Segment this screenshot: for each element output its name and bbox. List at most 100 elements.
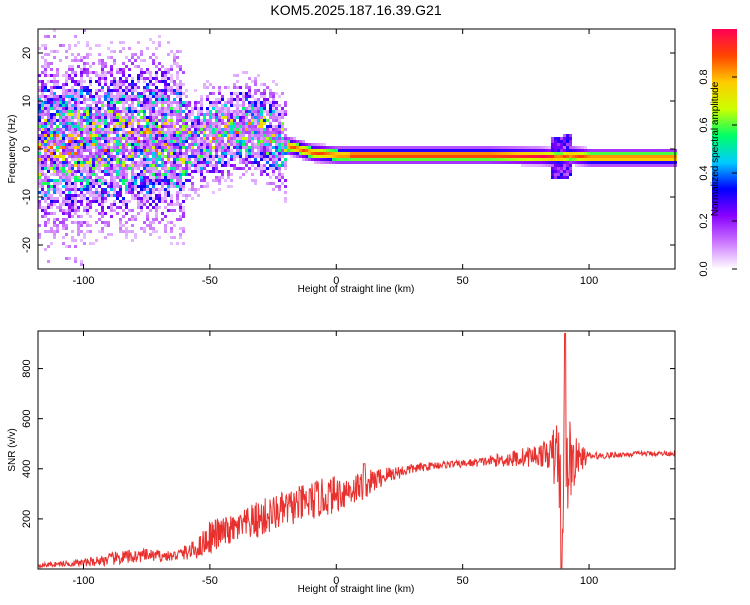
spectrogram-cell bbox=[278, 110, 281, 113]
spectrogram-cell bbox=[98, 77, 101, 80]
spectrogram-cell bbox=[149, 176, 152, 179]
spectrogram-cell bbox=[452, 158, 455, 161]
spectrogram-cell bbox=[86, 203, 89, 206]
spectrogram-cell bbox=[209, 104, 212, 107]
spectrogram-cell bbox=[470, 146, 473, 149]
spectrogram-cell bbox=[239, 134, 242, 137]
spectrogram-cell bbox=[164, 161, 167, 164]
spectrogram-cell bbox=[140, 116, 143, 119]
spectrogram-cell bbox=[116, 68, 119, 71]
spectrogram-cell bbox=[428, 146, 431, 149]
spectrogram-cell bbox=[242, 95, 245, 98]
spectrogram-cell bbox=[56, 50, 59, 53]
spectrogram-cell bbox=[44, 215, 47, 218]
spectrogram-cell bbox=[314, 155, 317, 158]
spectrogram-cell bbox=[188, 155, 191, 158]
spectrogram-cell bbox=[53, 104, 56, 107]
spectrogram-cell bbox=[131, 173, 134, 176]
spectrogram-cell bbox=[179, 80, 182, 83]
spectrogram-cell bbox=[434, 146, 437, 149]
spectrogram-cell bbox=[200, 137, 203, 140]
spectrogram-cell bbox=[671, 152, 674, 155]
spectrogram-cell bbox=[185, 158, 188, 161]
spectrogram-cell bbox=[104, 161, 107, 164]
spectrogram-cell bbox=[377, 146, 380, 149]
spectrogram-cell bbox=[92, 158, 95, 161]
spectrogram-cell bbox=[323, 158, 326, 161]
spectrogram-cell bbox=[68, 176, 71, 179]
spectrogram-cell bbox=[80, 140, 83, 143]
spectrogram-cell bbox=[335, 155, 338, 158]
spectrogram-cell bbox=[143, 86, 146, 89]
spectrogram-cell bbox=[284, 140, 287, 143]
spectrogram-cell bbox=[191, 119, 194, 122]
spectrogram-cell bbox=[485, 155, 488, 158]
spectrogram-cell bbox=[422, 146, 425, 149]
spectrogram-cell bbox=[209, 122, 212, 125]
spectrogram-cell bbox=[125, 200, 128, 203]
spectrogram-cell bbox=[77, 98, 80, 101]
spectrogram-cell bbox=[491, 149, 494, 152]
spectrogram-cell bbox=[95, 146, 98, 149]
spectrogram-cell bbox=[557, 149, 560, 152]
spectrogram-cell bbox=[611, 152, 614, 155]
spectrogram-cell bbox=[80, 230, 83, 233]
spectrogram-cell bbox=[140, 140, 143, 143]
spectrogram-cell bbox=[116, 158, 119, 161]
spectrogram-cell bbox=[557, 176, 560, 179]
spectrogram-cell bbox=[167, 104, 170, 107]
spectrogram-cell bbox=[566, 143, 569, 146]
spectrogram-cell bbox=[95, 173, 98, 176]
spectrogram-cell bbox=[164, 134, 167, 137]
spectrogram-cell bbox=[554, 155, 557, 158]
spectrogram-cell bbox=[41, 185, 44, 188]
spectrogram-cell bbox=[245, 170, 248, 173]
spectrogram-cell bbox=[395, 155, 398, 158]
spectrogram-cell bbox=[251, 179, 254, 182]
spectrogram-cell bbox=[266, 110, 269, 113]
spectrogram-cell bbox=[419, 149, 422, 152]
spectrogram-cell bbox=[122, 197, 125, 200]
spectrogram-cell bbox=[278, 95, 281, 98]
spectrogram-cell bbox=[50, 137, 53, 140]
spectrogram-cell bbox=[218, 137, 221, 140]
spectrogram-cell bbox=[242, 125, 245, 128]
spectrogram-cell bbox=[119, 185, 122, 188]
spectrogram-cell bbox=[227, 152, 230, 155]
spectrogram-cell bbox=[200, 146, 203, 149]
spectrogram-cell bbox=[269, 122, 272, 125]
spectrogram-cell bbox=[284, 104, 287, 107]
spectrogram-cell bbox=[563, 155, 566, 158]
spectrogram-cell bbox=[146, 146, 149, 149]
spectrogram-cell bbox=[269, 137, 272, 140]
spectrogram-cell bbox=[131, 191, 134, 194]
spectrogram-cell bbox=[260, 122, 263, 125]
spectrogram-cell bbox=[149, 104, 152, 107]
spectrogram-cell bbox=[62, 113, 65, 116]
spectrogram-cell bbox=[335, 152, 338, 155]
spectrogram-cell bbox=[200, 158, 203, 161]
spectrogram-cell bbox=[284, 152, 287, 155]
spectrogram-cell bbox=[467, 149, 470, 152]
spectrogram-cell bbox=[194, 149, 197, 152]
spectrogram-cell bbox=[116, 176, 119, 179]
spectrogram-cell bbox=[50, 197, 53, 200]
spectrogram-cell bbox=[152, 221, 155, 224]
spectrogram-cell bbox=[398, 161, 401, 164]
spectrogram-cell bbox=[101, 149, 104, 152]
spectrogram-cell bbox=[281, 92, 284, 95]
spectrogram-cell bbox=[161, 200, 164, 203]
spectrogram-cell bbox=[203, 137, 206, 140]
spectrogram-cell bbox=[47, 206, 50, 209]
spectrogram-cell bbox=[104, 200, 107, 203]
spectrogram-cell bbox=[191, 185, 194, 188]
spectrogram-cell bbox=[422, 155, 425, 158]
spectrogram-cell bbox=[521, 149, 524, 152]
spectrogram-cell bbox=[218, 149, 221, 152]
spectrogram-cell bbox=[134, 119, 137, 122]
spectrogram-cell bbox=[239, 155, 242, 158]
spectrogram-cell bbox=[47, 62, 50, 65]
spectrogram-cell bbox=[68, 137, 71, 140]
spectrogram-cell bbox=[68, 74, 71, 77]
spectrogram-cell bbox=[86, 212, 89, 215]
